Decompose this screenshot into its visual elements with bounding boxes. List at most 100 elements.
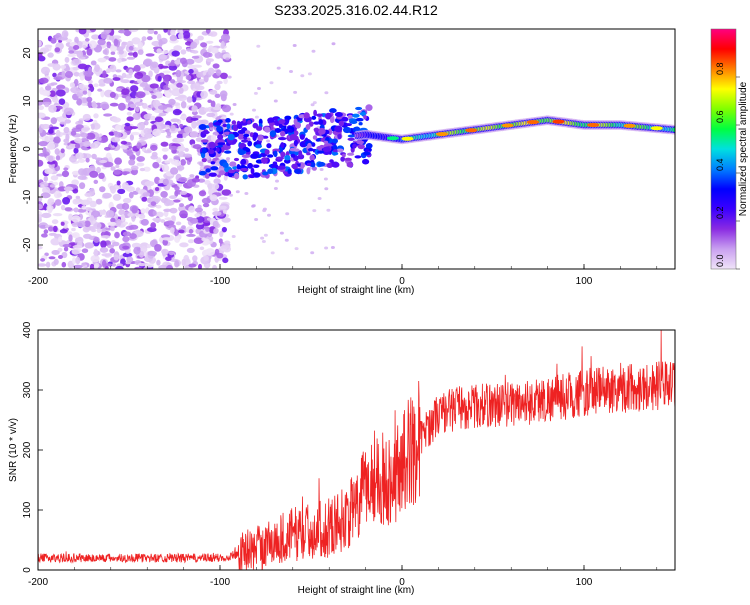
noise-blob: [164, 217, 172, 221]
signal-blob: [227, 133, 235, 141]
noise-blob: [138, 250, 145, 258]
noise-blob: [153, 108, 164, 114]
spectrogram-x-tick-label: 0: [399, 276, 405, 287]
noise-blob: [48, 226, 54, 232]
spectrogram-x-tick-label: -200: [28, 276, 48, 287]
spectrogram-y-tick-label: 0: [22, 146, 33, 152]
signal-blob: [242, 146, 249, 151]
noise-blob: [108, 57, 117, 62]
signal-blob: [349, 120, 358, 124]
noise-blob: [78, 83, 85, 90]
noise-blob: [42, 186, 51, 194]
noise-blob: [88, 83, 93, 88]
noise-blob: [168, 63, 176, 67]
signal-blob: [347, 152, 355, 156]
signal-blob: [322, 146, 331, 153]
noise-blob: [205, 248, 216, 256]
signal-blob: [264, 149, 270, 155]
signal-blob: [210, 166, 219, 171]
noise-blob: [164, 160, 171, 164]
noise-blob: [212, 211, 222, 216]
noise-blob: [38, 152, 48, 157]
signal-blob: [216, 147, 220, 153]
noise-blob: [174, 185, 180, 191]
noise-blob: [109, 91, 116, 98]
signal-blob: [340, 156, 346, 162]
noise-blob: [289, 70, 293, 73]
noise-blob: [206, 58, 214, 62]
noise-blob: [59, 229, 68, 234]
noise-blob: [123, 125, 133, 131]
signal-blob: [303, 112, 310, 119]
noise-blob: [190, 41, 198, 49]
noise-blob: [38, 159, 44, 167]
noise-blob: [152, 89, 160, 93]
noise-blob: [63, 167, 69, 171]
spectrogram-y-tick-label: -10: [22, 189, 33, 204]
noise-blob: [55, 129, 61, 138]
noise-blob: [69, 82, 75, 88]
signal-blob: [344, 157, 352, 161]
noise-blob: [115, 124, 122, 131]
signal-blob: [294, 131, 299, 135]
noise-blob: [140, 122, 145, 131]
noise-blob: [205, 227, 210, 232]
noise-blob: [157, 105, 168, 110]
noise-blob: [54, 148, 60, 155]
noise-blob: [182, 132, 187, 138]
snr-y-ticks: 0 100 200 300 400: [22, 321, 43, 573]
colorbar-label: Normalized spectral amplitude: [738, 81, 749, 216]
noise-blob: [60, 65, 67, 69]
signal-blob: [317, 161, 326, 167]
noise-blob: [167, 29, 172, 36]
signal-blob: [311, 166, 317, 171]
noise-blob: [91, 153, 97, 160]
noise-blob: [130, 131, 140, 136]
noise-blob: [106, 68, 111, 74]
noise-blob: [212, 207, 219, 212]
noise-blob: [77, 158, 86, 163]
signal-blob: [217, 134, 224, 140]
noise-blob: [81, 137, 88, 141]
noise-blob: [89, 187, 95, 196]
signal-blob: [250, 153, 259, 159]
noise-blob: [317, 197, 322, 200]
noise-blob: [179, 115, 187, 120]
noise-blob: [139, 167, 146, 172]
signal-blob: [248, 174, 256, 179]
noise-blob: [73, 45, 80, 50]
signal-blob: [318, 119, 324, 125]
noise-blob: [214, 93, 221, 99]
noise-blob: [197, 35, 204, 41]
noise-blob: [154, 187, 160, 192]
noise-blob: [223, 77, 228, 85]
noise-blob: [71, 58, 82, 66]
signal-blob: [272, 161, 278, 165]
noise-blob: [196, 71, 203, 78]
noise-blob: [72, 244, 83, 249]
noise-blob: [49, 184, 56, 188]
noise-blob: [168, 158, 173, 162]
noise-blob: [44, 44, 53, 48]
noise-blob: [141, 74, 151, 83]
signal-blob: [252, 122, 259, 129]
noise-blob: [231, 235, 236, 238]
noise-blob: [191, 105, 198, 113]
noise-blob: [89, 263, 95, 269]
noise-blob: [110, 44, 117, 53]
noise-blob: [58, 39, 63, 43]
signal-blob: [208, 122, 214, 128]
signal-blob: [208, 141, 216, 149]
noise-blob: [212, 183, 220, 190]
noise-blob: [64, 207, 73, 212]
noise-blob: [218, 196, 228, 200]
noise-blob: [112, 193, 122, 201]
noise-blob: [50, 175, 59, 181]
signal-blob: [277, 165, 286, 170]
noise-blob: [181, 258, 186, 267]
signal-blob: [239, 120, 248, 126]
noise-blob: [56, 105, 63, 110]
noise-blob: [74, 137, 83, 144]
noise-blob: [162, 178, 169, 186]
